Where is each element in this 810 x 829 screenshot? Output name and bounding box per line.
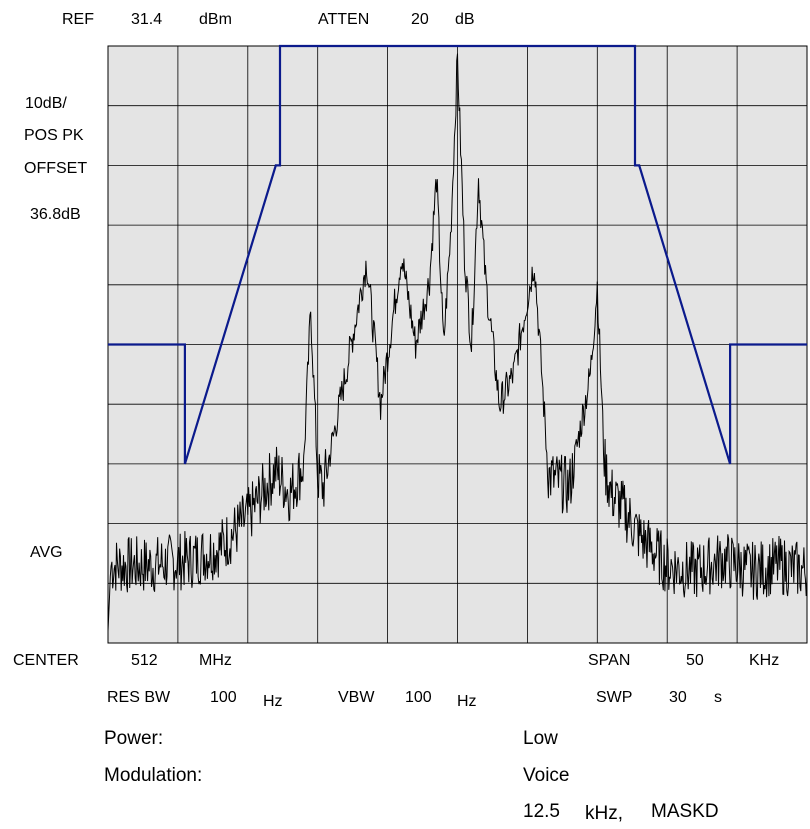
center-unit: MHz [199,652,232,669]
detector-label: POS PK [24,127,84,144]
span-label: SPAN [588,652,631,669]
atten-value: 20 [411,11,429,28]
offset-label: OFFSET [24,160,88,177]
vbw-value: 100 [405,689,432,706]
atten-unit: dB [455,11,475,28]
resbw-label: RES BW [107,689,171,706]
span-unit: KHz [749,652,780,669]
ref-unit: dBm [199,11,232,28]
bandwidth-value: 12.5 [523,801,560,822]
vbw-label: VBW [338,689,375,706]
vbw-unit: Hz [457,693,477,710]
modulation-label: Modulation: [104,765,203,786]
atten-label: ATTEN [318,11,370,28]
span-value: 50 [686,652,704,669]
bandwidth-unit: kHz, [585,803,623,824]
resbw-unit: Hz [263,693,283,710]
swp-label: SWP [596,689,633,706]
mask-limit-line [108,44,807,465]
modulation-value: Voice [523,765,570,786]
offset-value: 36.8dB [30,206,81,223]
grid [108,46,807,643]
swp-value: 30 [669,689,687,706]
swp-unit: s [714,689,722,706]
center-label: CENTER [13,652,79,669]
scale-label: 10dB/ [25,95,67,112]
resbw-value: 100 [210,689,237,706]
spectrum-trace [107,53,808,632]
power-value: Low [523,728,558,749]
ref-value: 31.4 [131,11,163,28]
center-value: 512 [131,652,158,669]
ref-label: REF [62,11,94,28]
avg-label: AVG [30,544,63,561]
mask-label: MASKD [651,801,719,822]
power-label: Power: [104,728,164,749]
spectrum-chart [107,44,808,644]
